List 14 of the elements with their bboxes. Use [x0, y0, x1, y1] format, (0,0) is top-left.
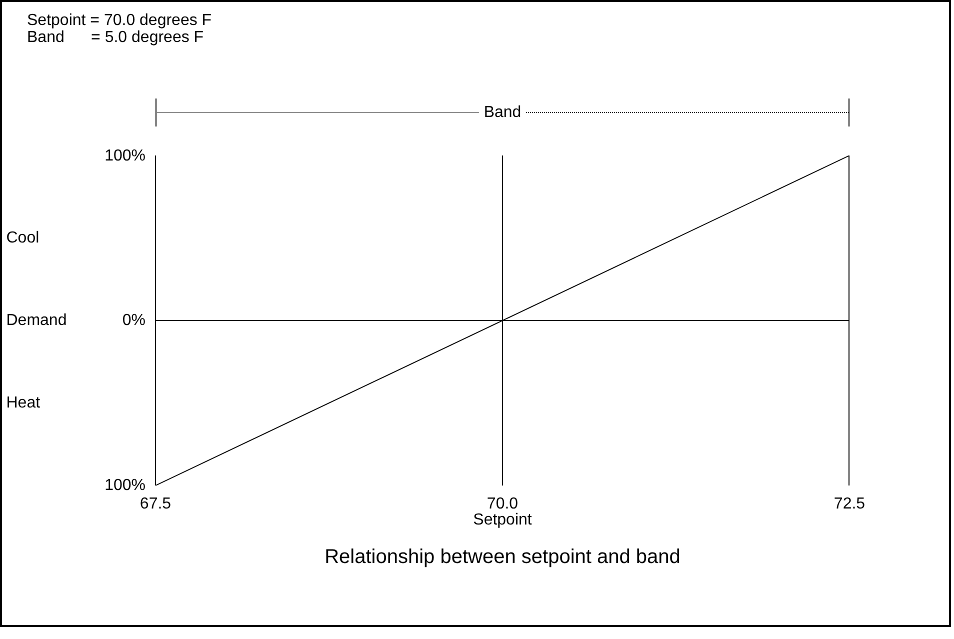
x-tick-label: 72.5: [834, 496, 866, 512]
text: Relationship between setpoint and band: [324, 546, 680, 568]
y-tick-label: 100%: [104, 477, 146, 494]
text: Cool: [6, 230, 40, 246]
y-tick-label: 0%: [122, 312, 146, 329]
x-tick-label: 70.0: [486, 496, 518, 512]
x-tick-label: 67.5: [140, 496, 172, 512]
x-axis-title: Setpoint: [473, 512, 532, 528]
text: Setpoint = 70.0 degrees F: [27, 12, 212, 29]
text: Demand: [6, 312, 67, 329]
text: Heat: [6, 394, 41, 412]
text: Band = 5.0 degrees F: [27, 29, 204, 46]
y-tick-label: 100%: [104, 148, 146, 164]
text: Band: [484, 104, 522, 121]
